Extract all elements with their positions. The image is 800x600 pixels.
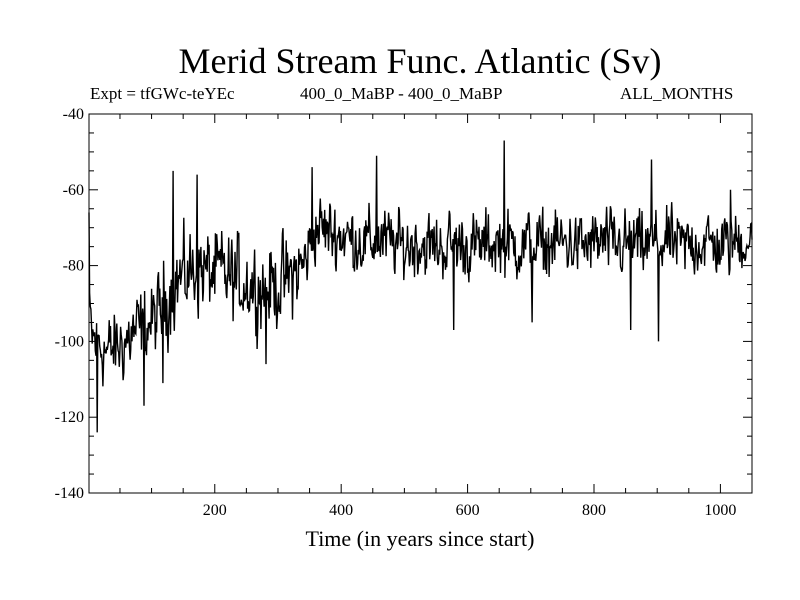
y-tick-label: -40 <box>63 106 84 123</box>
series-group <box>88 140 753 433</box>
axis-ticks <box>89 113 753 494</box>
tick-labels: 200 400 600 800 1000 -40 -60 -80 -100 -120 -140 <box>55 106 737 519</box>
x-tick-label: 800 <box>582 502 606 519</box>
plot-frame <box>88 113 753 494</box>
y-tick-label: -100 <box>55 333 84 350</box>
y-tick-label: -80 <box>63 258 84 275</box>
chart-title: Merid Stream Func. Atlantic (Sv) <box>178 41 662 81</box>
x-tick-label: 600 <box>456 502 480 519</box>
x-tick-label: 400 <box>329 502 353 519</box>
x-tick-label: 1000 <box>704 502 736 519</box>
x-tick-label: 200 <box>203 502 227 519</box>
experiment-label: Expt = tfGWc-teYEc <box>90 84 235 103</box>
x-axis-label: Time (in years since start) <box>305 526 535 551</box>
y-tick-label: -120 <box>55 409 84 426</box>
period-label: 400_0_MaBP - 400_0_MaBP <box>300 84 503 103</box>
y-tick-label: -60 <box>63 182 84 199</box>
y-tick-label: -140 <box>55 485 84 502</box>
months-label: ALL_MONTHS <box>620 84 734 103</box>
series-line <box>88 140 753 433</box>
